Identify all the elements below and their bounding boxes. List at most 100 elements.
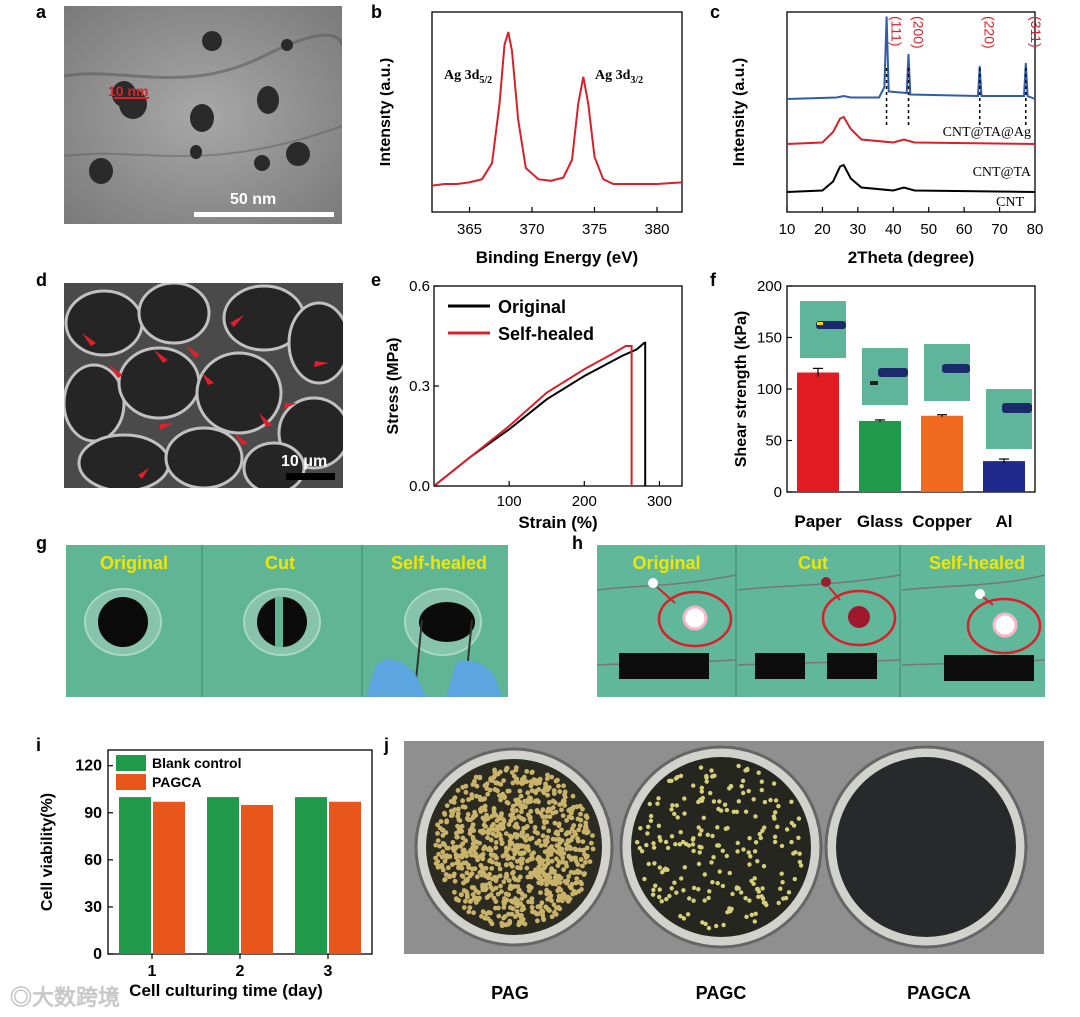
colony xyxy=(708,790,713,796)
colony xyxy=(457,818,463,823)
colony xyxy=(506,822,512,827)
colony xyxy=(474,854,480,860)
colony xyxy=(479,872,485,878)
colony xyxy=(736,763,741,769)
colony xyxy=(577,869,583,875)
viability-ytick-label-1: 30 xyxy=(84,899,102,916)
colony xyxy=(529,896,535,901)
viability-bar-1-day1 xyxy=(153,801,185,954)
colony xyxy=(493,840,499,845)
colony xyxy=(497,833,503,838)
healing-label-self-healed: Self-healed xyxy=(390,553,488,573)
colony xyxy=(648,813,654,819)
colony xyxy=(473,895,478,901)
colony xyxy=(450,862,455,867)
colony xyxy=(780,880,785,885)
colony xyxy=(540,807,546,813)
colony xyxy=(720,848,725,853)
colony xyxy=(471,910,476,916)
strip-self-healed xyxy=(944,655,1034,681)
colony xyxy=(505,800,511,806)
colony xyxy=(678,914,683,919)
colony xyxy=(529,905,535,910)
colony xyxy=(529,769,535,775)
viability-xtick-label-1: 2 xyxy=(236,963,245,980)
legend-blank-swatch xyxy=(116,755,146,771)
colony xyxy=(518,915,524,921)
colony xyxy=(656,796,661,801)
colony xyxy=(759,787,764,793)
colony xyxy=(582,825,588,831)
colony xyxy=(451,873,456,879)
colony xyxy=(513,797,519,803)
colony xyxy=(711,799,717,804)
colony xyxy=(743,896,748,901)
colony xyxy=(784,827,790,832)
colony xyxy=(669,834,675,839)
colony xyxy=(471,837,476,842)
colony xyxy=(520,829,526,835)
colony xyxy=(590,846,596,852)
xps-peak1-label: Ag 3d5/2 xyxy=(444,68,492,86)
colony xyxy=(499,889,504,895)
colony xyxy=(699,828,704,833)
colony xyxy=(536,880,542,886)
viability-bar-0-day2 xyxy=(207,797,239,954)
colony xyxy=(435,822,440,828)
panel-letter-j: j xyxy=(384,735,390,755)
colony xyxy=(467,905,473,911)
colony xyxy=(459,892,464,898)
colony xyxy=(503,862,509,868)
dish-pagca xyxy=(824,745,1028,949)
colony xyxy=(489,824,495,829)
colony xyxy=(710,880,715,885)
shear-ylabel: Shear strength (kPa) xyxy=(733,311,750,467)
colony xyxy=(699,845,704,850)
colony xyxy=(590,833,595,838)
colony xyxy=(465,811,471,817)
colony xyxy=(541,825,547,830)
colony xyxy=(510,855,516,861)
colony xyxy=(496,862,502,867)
colony xyxy=(502,795,507,800)
viability-xtick-label-2: 3 xyxy=(324,963,333,980)
xrd-xtick-label-6: 70 xyxy=(991,221,1008,238)
colony xyxy=(518,901,524,907)
colony xyxy=(547,908,552,913)
colony xyxy=(575,836,580,841)
colony xyxy=(514,801,520,807)
colony xyxy=(440,867,446,873)
colony xyxy=(512,884,517,889)
colony xyxy=(493,899,499,904)
colony xyxy=(697,832,703,837)
colony xyxy=(474,783,480,789)
colony xyxy=(772,839,778,845)
colony xyxy=(699,785,704,790)
colony xyxy=(487,871,492,877)
colony xyxy=(508,861,514,867)
stress-xtick-label-2: 300 xyxy=(647,493,672,510)
colony xyxy=(523,825,529,830)
colony xyxy=(578,879,583,885)
colony xyxy=(515,825,521,830)
colony xyxy=(514,776,520,782)
colony xyxy=(752,876,757,881)
colony xyxy=(463,838,468,844)
colony xyxy=(651,841,656,846)
scale-label-small: 10 nm xyxy=(108,83,149,99)
legend-blank-label: Blank control xyxy=(152,755,241,771)
colony xyxy=(487,881,492,886)
colony xyxy=(549,914,555,920)
colony xyxy=(556,836,562,842)
colony xyxy=(672,880,677,885)
viability-bar-0-day3 xyxy=(295,797,327,954)
circuit-photo-svg xyxy=(597,545,1045,697)
colony xyxy=(493,885,499,891)
colony xyxy=(441,841,447,847)
colony xyxy=(715,825,720,830)
colony xyxy=(564,863,570,869)
viability-xtick-label-0: 1 xyxy=(148,963,157,980)
colony xyxy=(536,904,542,909)
colony xyxy=(549,844,554,849)
colony xyxy=(779,843,785,849)
